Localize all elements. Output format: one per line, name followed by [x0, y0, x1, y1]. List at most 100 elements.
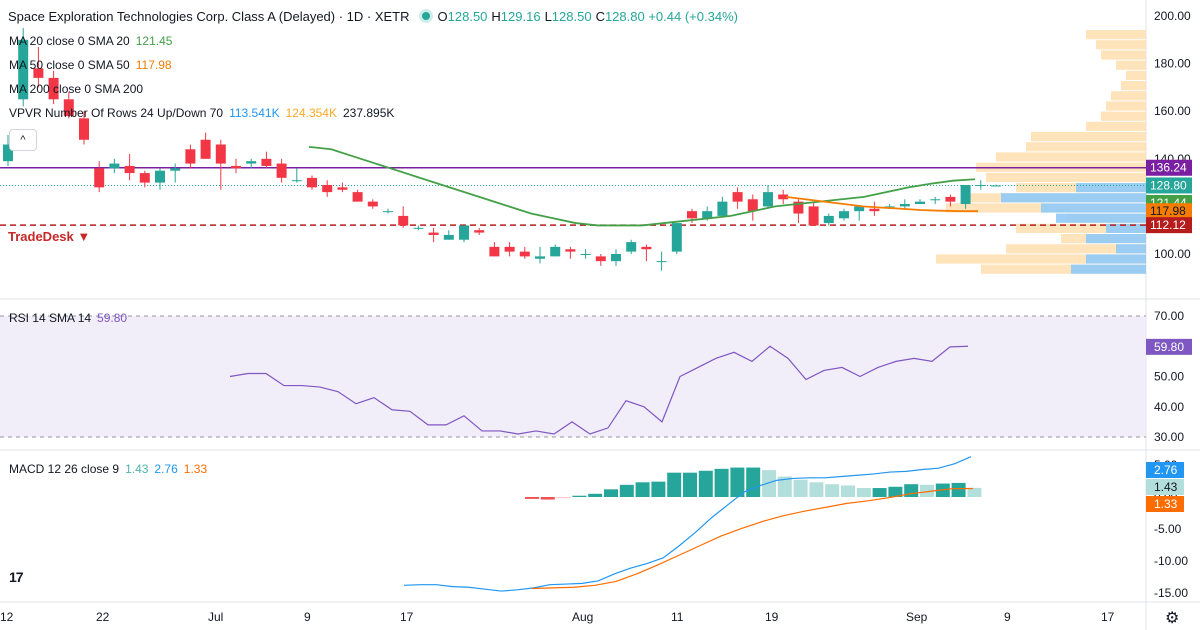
macd-histogram-bar: [793, 479, 808, 497]
macd-legend[interactable]: MACD 12 26 close 9 1.43 2.76 1.33: [9, 462, 207, 476]
price-axis-badge-label: 128.80: [1150, 178, 1187, 192]
candle-body: [535, 256, 545, 259]
volume-profile-bar: [936, 254, 1146, 264]
macd-axis-badge: [1146, 496, 1184, 512]
macd-histogram-bar: [730, 467, 745, 497]
volume-profile-bar: [1086, 121, 1146, 131]
candle-body: [641, 246, 652, 250]
ma200-label: MA 200 close 0 SMA 200: [9, 82, 144, 96]
vpvr-legend[interactable]: VPVR Number Of Rows 24 Up/Down 70 113.541…: [9, 106, 394, 120]
symbol-title[interactable]: Space Exploration Technologies Corp. Cla…: [8, 9, 410, 24]
volume-profile-bar: [1106, 223, 1146, 233]
candle-body: [48, 77, 59, 100]
candle-body: [763, 192, 773, 207]
candle-body: [854, 206, 865, 212]
candle-body: [79, 118, 89, 140]
macd-tick-label: -5.00: [1154, 522, 1182, 536]
volume-profile-bar: [981, 264, 1146, 274]
ma20-label: MA 20 close 0 SMA 20: [9, 34, 130, 48]
candle-body: [884, 206, 895, 208]
rsi-tick-label: 70.00: [1154, 309, 1184, 323]
candle-body: [687, 211, 697, 219]
rsi-axis-badge: [1146, 338, 1192, 355]
candle-body: [732, 192, 743, 202]
candle-body: [291, 180, 302, 182]
ohlc-l-label: L: [544, 9, 552, 24]
macd-histogram-bar: [525, 497, 539, 499]
candle-body: [611, 254, 621, 262]
rsi-tick-label: 50.00: [1154, 370, 1184, 384]
volume-profile-bar: [986, 172, 1146, 182]
tradedesk-label[interactable]: TradeDesk ▼: [8, 229, 91, 244]
macd-axis-badge-label: 1.43: [1154, 480, 1178, 494]
candle-body: [975, 184, 986, 186]
ohlc-c-value: 128.80: [604, 9, 645, 24]
rsi-value: 59.80: [97, 311, 128, 325]
macd-histogram-bar: [762, 470, 776, 497]
candle-body: [489, 246, 500, 257]
candle-body: [443, 234, 454, 240]
macd-histogram-bar: [746, 467, 761, 497]
tradingview-logo[interactable]: 17: [9, 569, 24, 585]
price-tick-label: 160.00: [1154, 104, 1191, 118]
collapse-legend-button[interactable]: ^: [9, 129, 37, 151]
rsi-legend[interactable]: RSI 14 SMA 14 59.80: [9, 311, 127, 325]
macd-axis-badge-label: 2.76: [1154, 463, 1178, 477]
volume-profile-bar: [1101, 50, 1146, 60]
vpvr-up-value: 113.541K: [229, 106, 280, 120]
macd-line: [403, 456, 972, 592]
vpvr-down-value: 124.354K: [285, 106, 337, 120]
candle-body: [231, 165, 241, 169]
candle-body: [398, 215, 409, 226]
candle-body: [367, 201, 378, 207]
macd-histogram-bar: [667, 472, 682, 497]
time-tick-label: 19: [765, 610, 779, 624]
price-tick-label: 180.00: [1154, 57, 1191, 71]
volume-profile-bar: [1041, 203, 1146, 213]
candle-body: [33, 68, 44, 78]
volume-profile-bar: [1006, 244, 1146, 254]
candle-body: [413, 227, 424, 229]
macd-histogram-bar: [604, 489, 618, 497]
candle-body: [215, 144, 226, 164]
rsi-line: [229, 345, 969, 435]
ma20-legend[interactable]: MA 20 close 0 SMA 20 121.45: [9, 34, 172, 48]
ohlc-o-label: O: [437, 9, 448, 24]
candle-body: [170, 168, 181, 171]
macd-histogram-bar: [588, 493, 603, 497]
vpvr-label: VPVR Number Of Rows 24 Up/Down 70: [9, 106, 224, 120]
candle-body: [823, 215, 834, 224]
macd-histogram-bar: [967, 487, 982, 497]
market-status-icon: [421, 12, 430, 20]
candle-body: [3, 144, 13, 162]
candle-body: [276, 163, 287, 178]
price-axis-badge: [1146, 159, 1192, 176]
price-axis-badge: [1146, 177, 1192, 194]
candle-body: [352, 192, 363, 202]
time-tick-label: Aug: [572, 610, 593, 624]
candle-body: [595, 256, 606, 262]
candle-body: [793, 201, 804, 214]
candle-body: [808, 206, 819, 226]
time-tick-label: 9: [304, 610, 311, 624]
ma200-legend[interactable]: MA 200 close 0 SMA 200: [9, 82, 143, 96]
macd-hist-value: 1.43: [125, 462, 149, 476]
candle-body: [428, 232, 439, 235]
candle-body: [474, 230, 485, 233]
price-axis-badge-label: 112.12: [1150, 218, 1186, 232]
ma50-legend[interactable]: MA 50 close 0 SMA 50 117.98: [9, 58, 172, 72]
gear-icon[interactable]: ⚙: [1165, 610, 1180, 627]
time-tick-label: 17: [400, 610, 414, 624]
candle-body: [747, 199, 758, 212]
volume-profile-bar: [1106, 101, 1146, 111]
macd-histogram-bar: [951, 482, 966, 497]
price-tick-label: 100.00: [1154, 247, 1191, 261]
volume-profile-bar: [1111, 91, 1146, 101]
candle-body: [504, 246, 515, 252]
macd-histogram-bar: [872, 488, 887, 497]
candle-body: [656, 261, 667, 263]
macd-histogram-bar: [540, 497, 555, 500]
candle-body: [960, 184, 971, 205]
ohlc-h-value: 129.16: [500, 9, 541, 24]
